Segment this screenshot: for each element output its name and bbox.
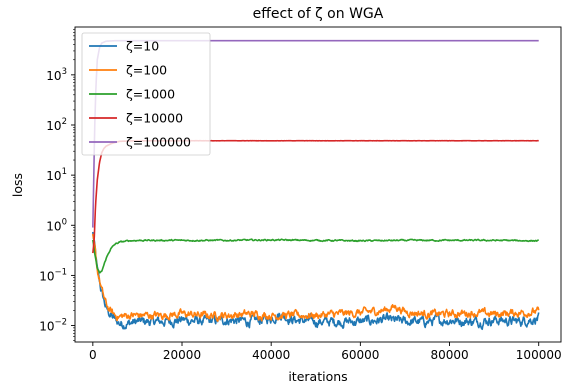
plot-frame: [74, 26, 562, 343]
legend-label: ζ=100000: [126, 135, 191, 150]
y-tick-label: 10−1: [39, 267, 67, 283]
x-tick-label: 100000: [516, 348, 562, 362]
legend-label: ζ=10000: [126, 111, 183, 126]
y-tick-label: 100: [46, 217, 67, 233]
legend-label: ζ=1000: [126, 87, 175, 102]
x-tick-label: 20000: [163, 348, 201, 362]
y-tick-label: 101: [46, 167, 67, 183]
legend: ζ=10 ζ=100 ζ=1000 ζ=10000 ζ=100000: [81, 32, 211, 156]
y-tick-label: 103: [46, 67, 67, 83]
series-line-1: [92, 233, 540, 322]
x-tick-label: 60000: [341, 348, 379, 362]
y-tick-label: 10−2: [39, 318, 67, 334]
y-axis: 10−2 10−1 100 101 102 103: [39, 29, 75, 341]
series-line-2: [92, 238, 540, 274]
chart-title: effect of ζ on WGA: [253, 6, 384, 22]
legend-label: ζ=100: [126, 63, 167, 78]
x-tick-label: 80000: [430, 348, 468, 362]
legend-label: ζ=10: [126, 39, 159, 54]
x-axis-title: iterations: [288, 369, 347, 384]
x-axis: 0 20000 40000 60000 80000 100000: [89, 342, 562, 362]
legend-frame: [81, 32, 211, 156]
y-axis-title: loss: [10, 173, 25, 197]
y-tick-label: 102: [46, 117, 67, 133]
x-tick-label: 40000: [252, 348, 290, 362]
series-line-3: [92, 139, 540, 254]
x-tick-label: 0: [89, 348, 97, 362]
